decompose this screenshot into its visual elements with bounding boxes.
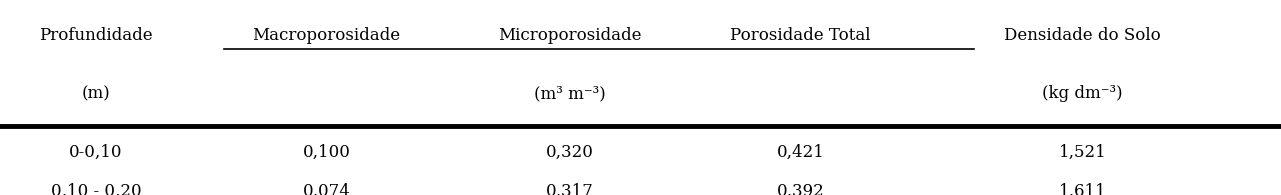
Text: 0,100: 0,100 <box>302 144 351 161</box>
Text: Porosidade Total: Porosidade Total <box>730 27 871 44</box>
Text: (m): (m) <box>82 85 110 102</box>
Text: (m³ m⁻³): (m³ m⁻³) <box>534 85 606 102</box>
Text: 1,521: 1,521 <box>1058 144 1107 161</box>
Text: 0,421: 0,421 <box>776 144 825 161</box>
Text: 1,611: 1,611 <box>1058 183 1107 195</box>
Text: 0,392: 0,392 <box>776 183 825 195</box>
Text: Macroporosidade: Macroporosidade <box>252 27 401 44</box>
Text: 0,10 - 0,20: 0,10 - 0,20 <box>51 183 141 195</box>
Text: 0,074: 0,074 <box>302 183 351 195</box>
Text: 0,317: 0,317 <box>546 183 594 195</box>
Text: 0-0,10: 0-0,10 <box>69 144 123 161</box>
Text: 0,320: 0,320 <box>546 144 594 161</box>
Text: (kg dm⁻³): (kg dm⁻³) <box>1043 85 1122 102</box>
Text: Profundidade: Profundidade <box>40 27 152 44</box>
Text: Microporosidade: Microporosidade <box>498 27 642 44</box>
Text: Densidade do Solo: Densidade do Solo <box>1004 27 1161 44</box>
